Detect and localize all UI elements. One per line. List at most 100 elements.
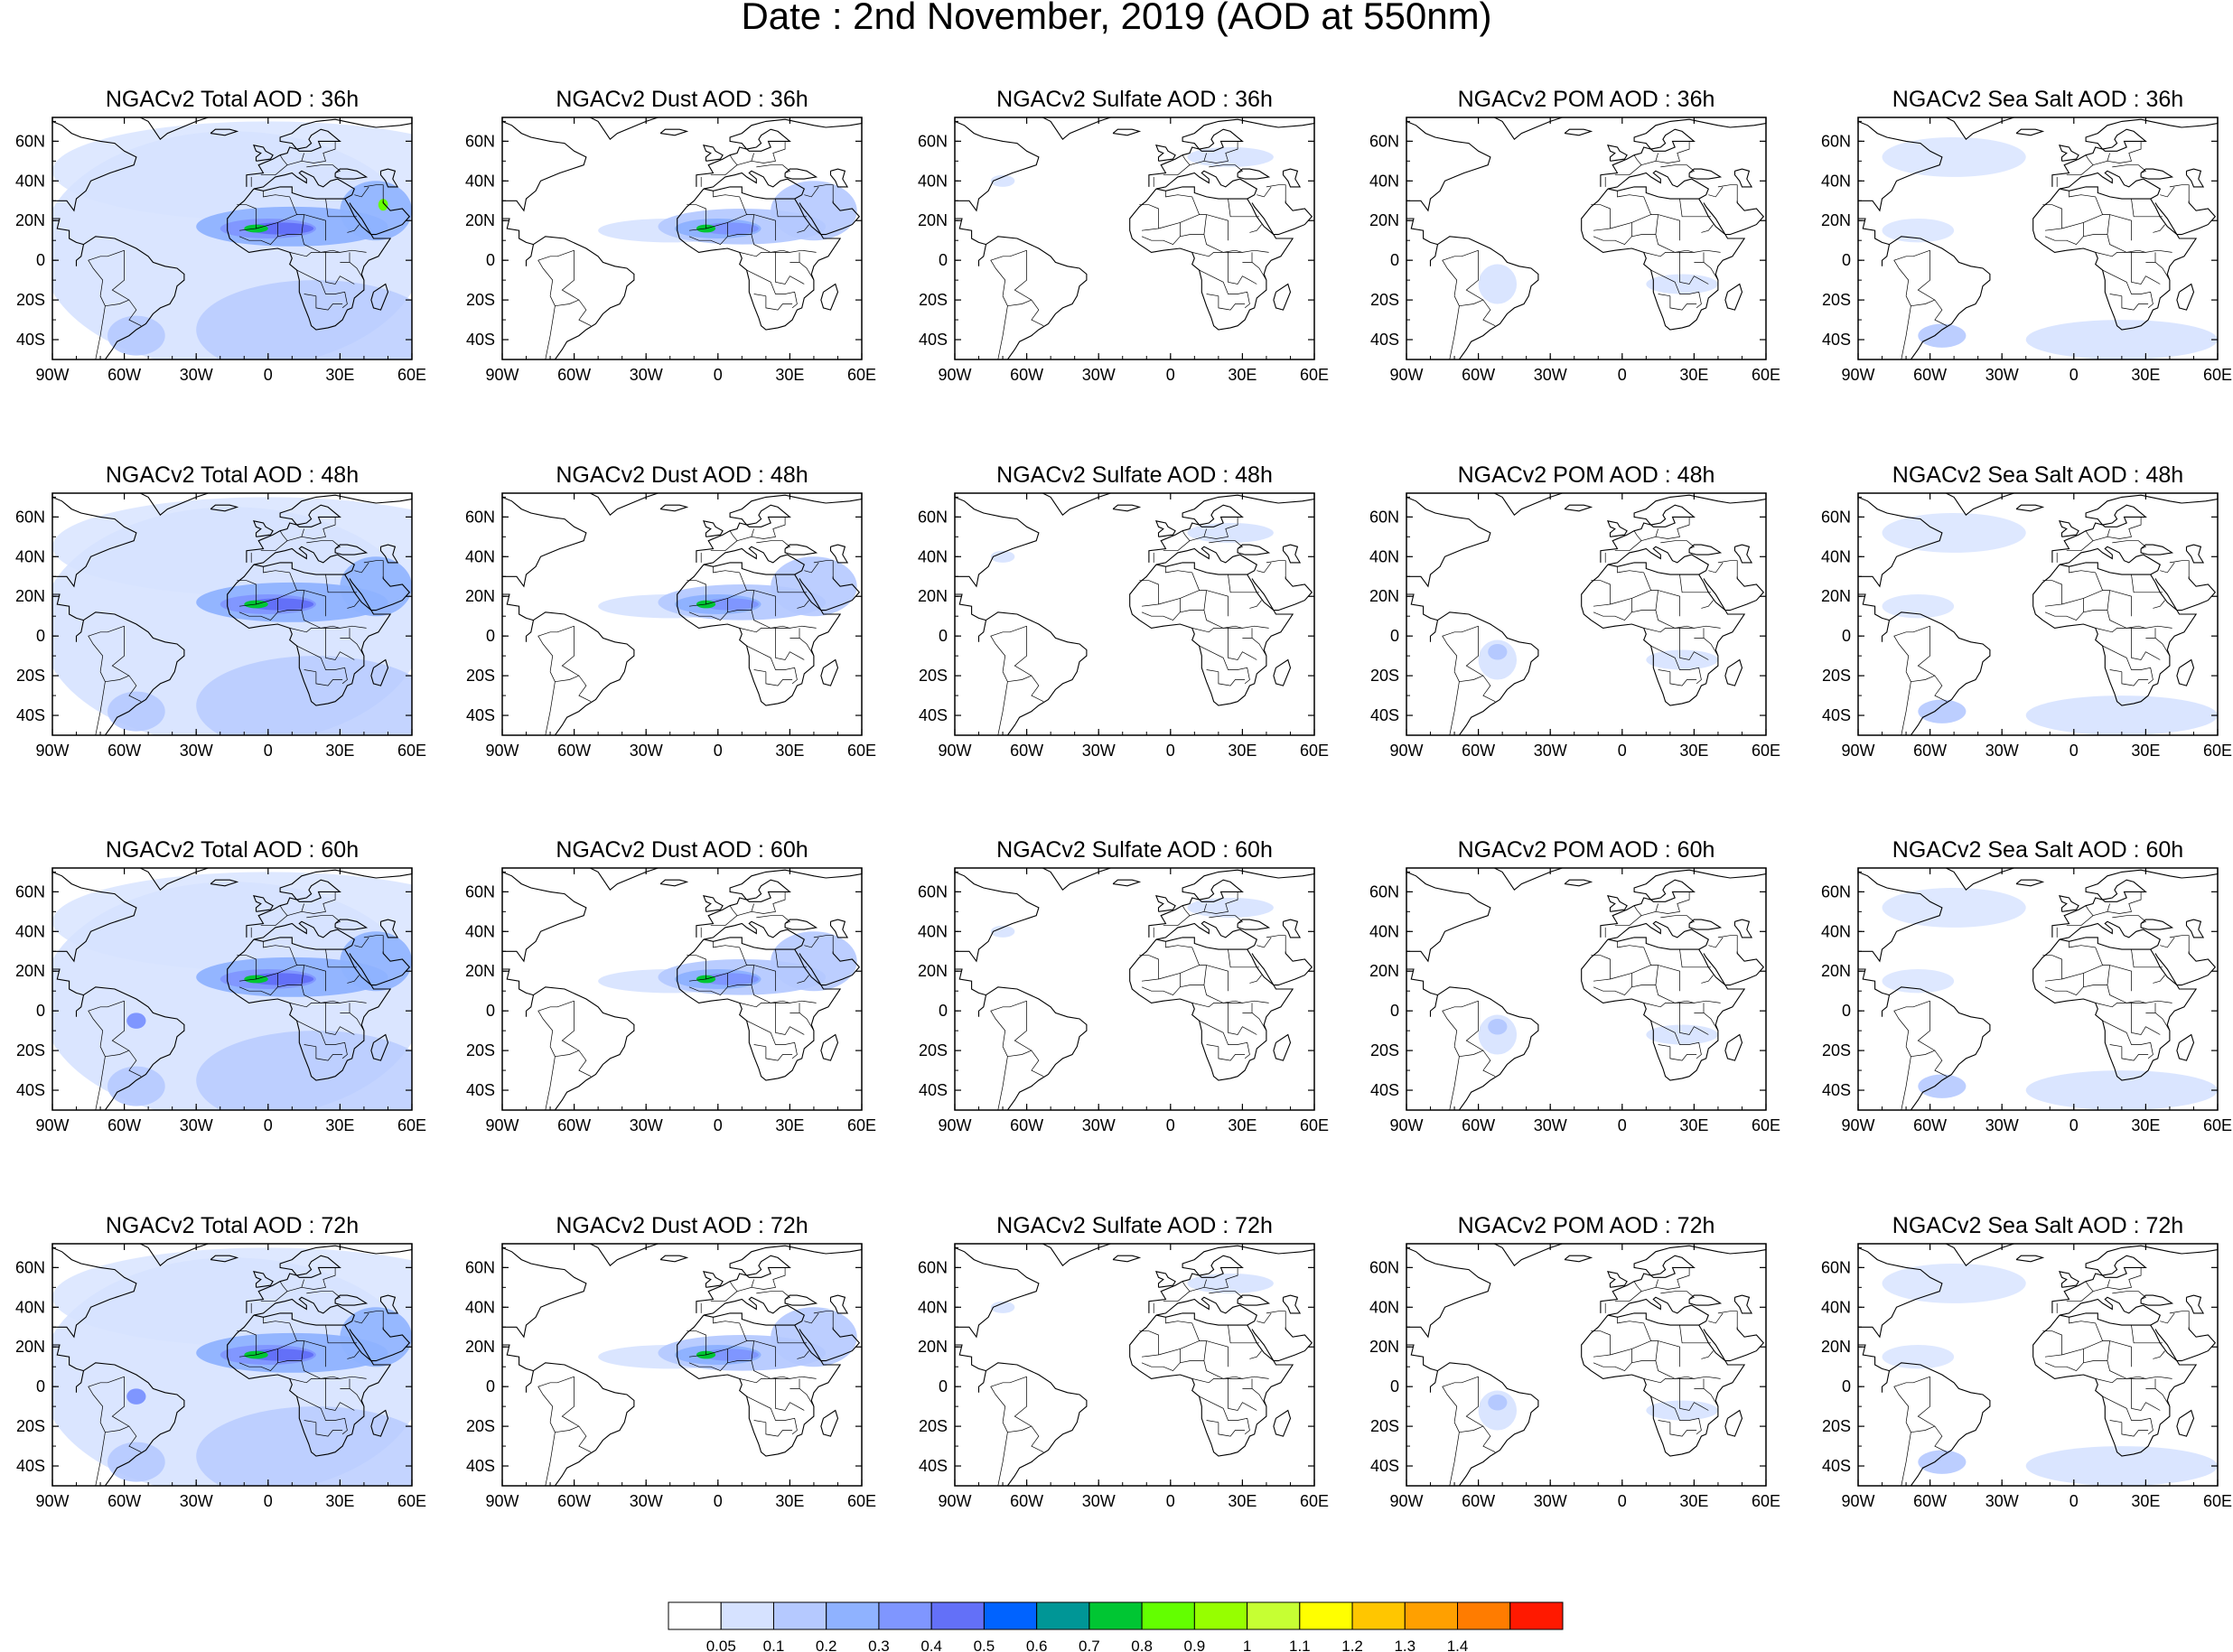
coastline (334, 544, 369, 555)
lat-tick-label: 40N (1369, 922, 1399, 940)
country-border (756, 540, 791, 549)
country-border (2169, 560, 2190, 577)
country-border (1228, 199, 1259, 218)
lat-tick-label: 40S (16, 1081, 45, 1099)
coastline (1564, 879, 1593, 887)
coastline (955, 120, 1040, 212)
lon-tick-label: 30W (1082, 742, 1116, 760)
country-border (2112, 1291, 2147, 1300)
country-border (765, 671, 793, 686)
country-border (296, 1395, 348, 1435)
coastline (139, 1244, 210, 1267)
coastline (1282, 168, 1302, 188)
country-border (1209, 915, 1244, 924)
country-border (2083, 1360, 2107, 1364)
map-panel: NGACv2 Total AOD : 36h 60N 40N 20N 0 20S 40S 90… (15, 87, 426, 384)
lon-tick-label: 60W (107, 1116, 141, 1134)
lon-tick-label: 30W (1082, 1492, 1116, 1510)
country-border (1717, 1311, 1738, 1328)
coastline (1564, 504, 1593, 512)
country-border (804, 186, 819, 198)
lon-tick-label: 60E (847, 366, 876, 384)
lat-tick-label: 40S (466, 331, 495, 349)
country-border (990, 625, 1027, 672)
coastline (349, 1327, 411, 1362)
coastline (1155, 895, 1176, 912)
country-border (1209, 1291, 1244, 1300)
colorbar-label: 0.8 (1131, 1638, 1153, 1652)
coastline (1564, 128, 1593, 136)
country-border (1694, 1013, 1719, 1031)
country-border (1708, 1312, 1724, 1324)
map-frame (501, 867, 863, 1111)
coastline (349, 951, 411, 986)
country-border (727, 610, 752, 613)
coastline (210, 879, 239, 887)
map-area (1858, 1244, 2218, 1486)
country-border (325, 1003, 355, 1035)
coastline (533, 986, 635, 1110)
country-border (545, 1046, 556, 1110)
coastline (784, 919, 818, 930)
coastline (677, 562, 842, 706)
map-area (502, 493, 862, 735)
panel-title: NGACv2 Sulfate AOD : 36h (996, 87, 1273, 112)
coastline (2032, 186, 2198, 331)
aod-field (196, 280, 412, 359)
country-border (2153, 224, 2165, 233)
country-border (713, 1317, 747, 1341)
coastline (1437, 986, 1539, 1110)
country-border (1249, 1350, 1262, 1359)
lat-tick-label: 40S (919, 706, 948, 724)
coastline (986, 1362, 1088, 1486)
lat-tick-label: 40S (1822, 1457, 1851, 1475)
country-border (2107, 891, 2142, 914)
lon-tick-label: 60E (2203, 366, 2232, 384)
coastline (977, 994, 987, 1017)
coastline (1042, 1244, 1113, 1267)
coastline (1406, 218, 1438, 246)
coastline (1237, 919, 1271, 930)
aod-field (990, 925, 1015, 938)
coastline (210, 128, 239, 136)
lon-tick-label: 0 (714, 366, 723, 384)
aod-field (1882, 1345, 1955, 1369)
coastline (1406, 1344, 1438, 1372)
coastline (210, 504, 239, 512)
country-border (340, 1013, 365, 1031)
map-area (1858, 493, 2218, 735)
country-border (997, 295, 1008, 359)
lon-tick-label: 0 (2069, 1492, 2079, 1510)
country-border (1199, 1020, 1250, 1059)
aod-field (990, 1301, 1015, 1313)
lon-tick-label: 30W (1985, 1492, 2019, 1510)
country-border (2069, 1317, 2103, 1341)
lat-tick-label: 20S (16, 291, 45, 309)
colorbar-swatch (668, 1601, 722, 1630)
lon-tick-label: 60E (1300, 742, 1329, 760)
coastline (799, 201, 861, 236)
country-border (2042, 1330, 2062, 1358)
coastline (2154, 1327, 2217, 1362)
map-panel: NGACv2 Dust AOD : 60h 60N 40N 20N 0 20S 40S 90W… (465, 837, 876, 1134)
coastline (1042, 868, 1113, 891)
map-frame (501, 1243, 863, 1487)
lon-tick-label: 60W (107, 742, 141, 760)
lon-tick-label: 90W (35, 366, 69, 384)
country-border (1660, 164, 1696, 173)
country-border (1141, 1349, 1181, 1372)
coastline (227, 1312, 392, 1457)
lon-tick-label: 0 (1166, 1492, 1175, 1510)
coastline (1733, 919, 1753, 938)
lon-tick-label: 30E (1228, 742, 1257, 760)
coastline (1600, 869, 1766, 938)
coastline (977, 1370, 987, 1393)
coastline (2059, 520, 2079, 537)
lat-tick-label: 0 (36, 627, 45, 645)
aod-field (1488, 643, 1508, 660)
country-border (1617, 941, 1651, 966)
map-panel: NGACv2 Dust AOD : 48h 60N 40N 20N 0 20S 40S 90W… (465, 462, 876, 760)
country-border (363, 184, 384, 201)
coastline (52, 218, 84, 246)
country-border (1228, 628, 1257, 660)
